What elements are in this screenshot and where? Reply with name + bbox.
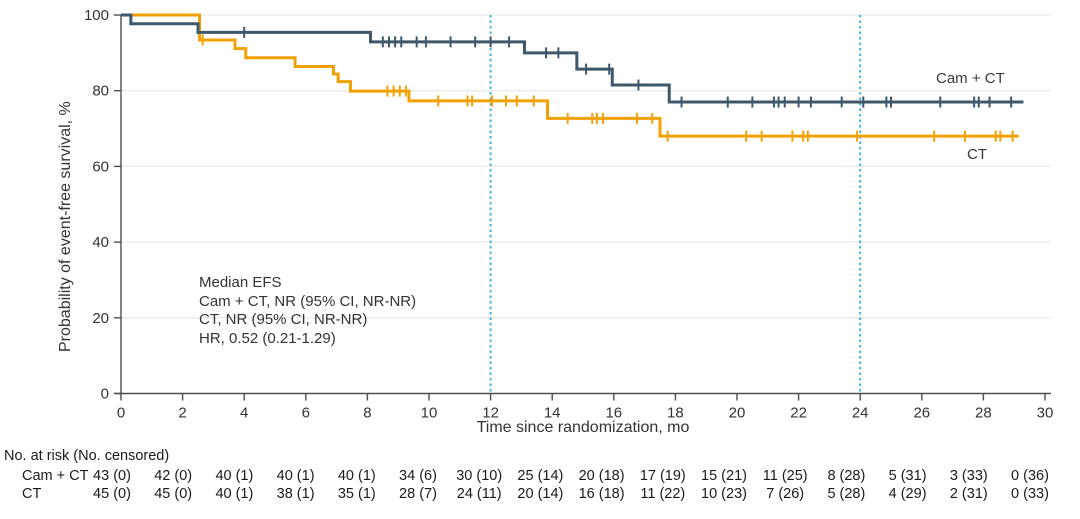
risk-cell: 10 (23) xyxy=(701,485,747,502)
x-tick-label: 2 xyxy=(178,405,186,422)
risk-cell: 24 (11) xyxy=(456,485,502,502)
x-tick-label: 6 xyxy=(302,405,310,422)
risk-cell: 11 (22) xyxy=(640,485,686,502)
x-tick-label: 20 xyxy=(729,405,746,422)
y-tick-label: 80 xyxy=(92,83,109,100)
risk-row-cam-ct: Cam + CT 43 (0) 42 (0) 40 (1) 40 (1) 40 (1) 34… xyxy=(0,468,1080,485)
series-label-ct: CT xyxy=(967,146,987,163)
risk-cell: 2 (31) xyxy=(949,485,988,502)
risk-table-header: No. at risk (No. censored) xyxy=(4,448,170,464)
risk-cell: 5 (28) xyxy=(827,485,866,502)
risk-cell: 20 (14) xyxy=(517,485,564,502)
risk-row-label: CT xyxy=(22,485,42,502)
x-tick-label: 0 xyxy=(117,405,125,422)
risk-cell: 0 (33) xyxy=(1011,485,1049,502)
risk-cell: 16 (18) xyxy=(578,485,625,502)
risk-cell: 0 (36) xyxy=(1011,468,1049,484)
x-tick-label: 12 xyxy=(482,405,499,422)
risk-cell: 40 (1) xyxy=(276,468,315,484)
x-tick-label: 24 xyxy=(852,405,869,422)
annotation-line: CT, NR (95% CI, NR-NR) xyxy=(199,311,368,329)
x-tick-label: 30 xyxy=(1037,405,1054,422)
risk-cell: 43 (0) xyxy=(93,468,131,484)
y-tick-label: 100 xyxy=(84,7,109,24)
x-tick-label: 4 xyxy=(240,405,248,422)
y-tick-label: 60 xyxy=(92,158,109,175)
annotation-line: Median EFS xyxy=(199,274,282,291)
x-tick-label: 10 xyxy=(421,405,438,422)
x-tick-label: 26 xyxy=(913,405,930,422)
risk-cell: 28 (7) xyxy=(399,485,437,502)
y-axis-title: Probability of event-free survival, % xyxy=(57,101,74,352)
risk-cell: 30 (10) xyxy=(456,468,503,484)
y-tick-label: 20 xyxy=(92,310,109,327)
risk-cell: 45 (0) xyxy=(93,485,131,502)
risk-cell: 35 (1) xyxy=(337,485,376,502)
risk-cell: 5 (31) xyxy=(888,468,927,484)
survival-curve-cam-ct xyxy=(121,13,1024,104)
annotation-line: Cam + CT, NR (95% CI, NR-NR) xyxy=(199,292,417,310)
risk-cell: 34 (6) xyxy=(399,468,437,484)
risk-cell: 38 (1) xyxy=(276,485,315,502)
survival-curve-ct xyxy=(121,13,1019,138)
risk-cell: 4 (29) xyxy=(888,485,927,502)
x-axis-title: Time since randomization, mo xyxy=(476,419,690,436)
y-tick-label: 40 xyxy=(92,234,109,251)
risk-cell: 15 (21) xyxy=(701,468,747,484)
risk-cell: 40 (1) xyxy=(337,468,376,484)
risk-cell: 40 (1) xyxy=(215,468,254,484)
risk-cell: 42 (0) xyxy=(154,468,193,484)
annotation-line: HR, 0.52 (0.21-1.29) xyxy=(199,329,336,347)
risk-cell: 40 (1) xyxy=(215,485,254,502)
x-tick-label: 22 xyxy=(790,405,807,422)
risk-cell: 7 (26) xyxy=(766,485,805,502)
series-label-cam-ct: Cam + CT xyxy=(936,70,1005,87)
risk-cell: 25 (14) xyxy=(517,468,564,484)
risk-cell: 8 (28) xyxy=(827,468,866,484)
x-tick-label: 14 xyxy=(544,405,561,422)
x-tick-label: 16 xyxy=(605,405,622,422)
risk-cell: 45 (0) xyxy=(154,485,193,502)
risk-cell: 3 (33) xyxy=(949,468,988,484)
median-efs-annotation: Median EFS Cam + CT, NR (95% CI, NR-NR) CT… xyxy=(199,274,416,348)
y-tick-label: 0 xyxy=(101,386,109,403)
risk-cell: 11 (25) xyxy=(762,468,808,484)
risk-cell: 17 (19) xyxy=(639,468,686,484)
x-tick-label: 8 xyxy=(363,405,371,422)
x-tick-label: 18 xyxy=(667,405,684,422)
risk-cell: 20 (18) xyxy=(578,468,625,484)
risk-row-label: Cam + CT xyxy=(22,468,89,484)
risk-row-ct: CT 45 (0) 45 (0) 40 (1) 38 (1) 35 (1) 28 (7) 24… xyxy=(0,486,1080,503)
x-tick-label: 28 xyxy=(975,405,992,422)
